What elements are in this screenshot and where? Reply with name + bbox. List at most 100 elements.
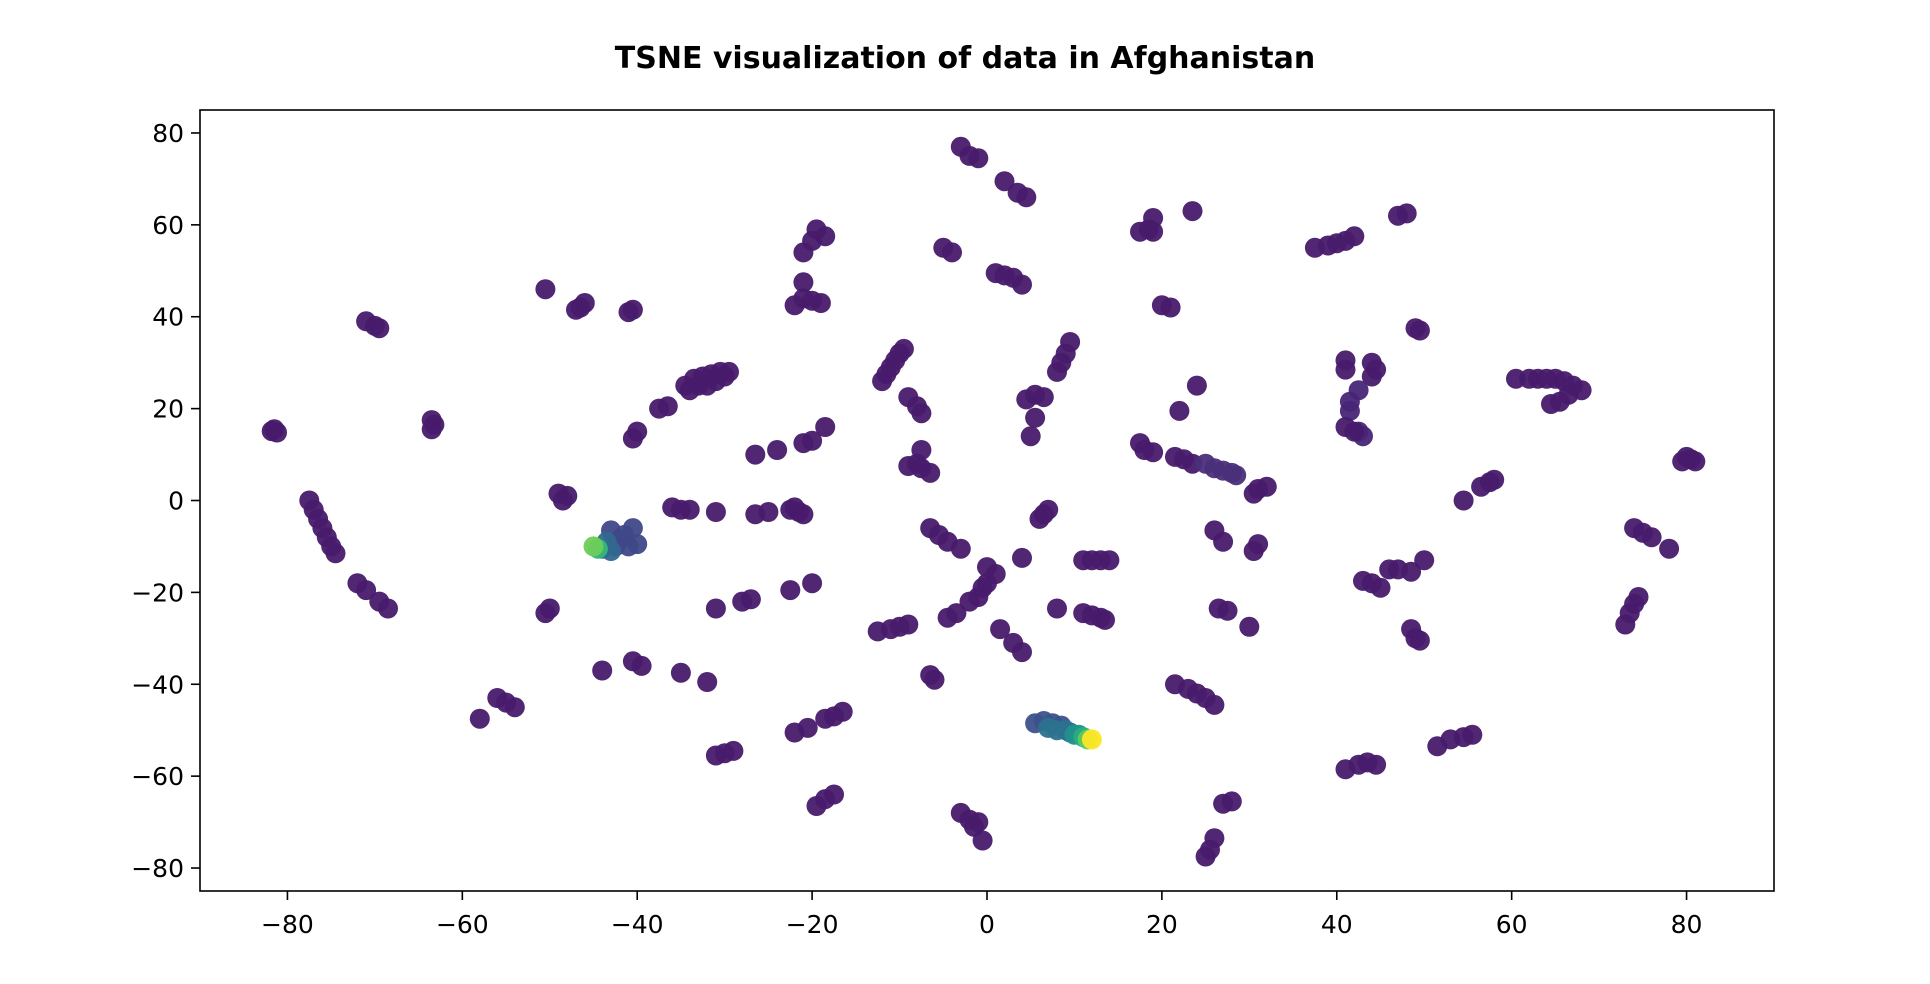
data-point [924, 669, 945, 690]
data-point [570, 297, 591, 318]
data-point [1217, 600, 1238, 621]
data-point [369, 318, 390, 339]
data-point [1256, 476, 1277, 497]
data-point [325, 543, 346, 564]
data-point [1401, 561, 1422, 582]
y-tick-label: 20 [152, 395, 184, 424]
data-point [793, 272, 814, 293]
data-point [740, 589, 761, 610]
y-tick-label: 0 [168, 487, 184, 516]
data-point [622, 518, 643, 539]
data-point [261, 421, 282, 442]
data-point [898, 614, 919, 635]
data-point [504, 697, 525, 718]
data-point [1409, 320, 1430, 341]
data-point [1348, 380, 1369, 401]
data-point [1370, 577, 1391, 598]
data-point [911, 403, 932, 424]
data-point [1641, 527, 1662, 548]
data-point [994, 171, 1015, 192]
x-tick-label: −40 [611, 910, 664, 939]
data-point [1060, 332, 1081, 352]
chart-title: TSNE visualization of data in Afghanista… [615, 41, 1315, 76]
data-point [1099, 550, 1120, 571]
data-point [1016, 187, 1037, 208]
data-point [1204, 694, 1225, 715]
x-tick-label: −60 [436, 910, 489, 939]
data-point [1361, 366, 1382, 387]
data-point [1033, 504, 1054, 525]
data-point [832, 701, 853, 722]
x-tick-label: 0 [979, 910, 995, 939]
data-point [705, 598, 726, 619]
data-point [972, 577, 993, 598]
data-point [1221, 791, 1242, 812]
data-point [1012, 274, 1032, 295]
data-point [1186, 375, 1207, 396]
y-tick-label: −60 [131, 762, 184, 791]
data-point [968, 148, 989, 169]
data-point [1366, 754, 1387, 775]
data-point [1396, 203, 1417, 224]
data-point [1143, 442, 1164, 463]
data-point [1143, 208, 1164, 228]
data-point [631, 655, 652, 676]
data-point [797, 717, 818, 738]
data-point [824, 784, 844, 805]
y-tick-label: 80 [152, 119, 184, 148]
data-point [1182, 201, 1203, 222]
y-axis: −80 −60 −40 −20 0 20 40 60 80 [131, 119, 200, 883]
data-point [583, 536, 604, 557]
data-point [780, 580, 801, 601]
data-point [539, 598, 560, 619]
points-layer [261, 136, 1706, 867]
data-point [1339, 400, 1360, 421]
data-point [946, 603, 967, 624]
data-point [679, 499, 700, 520]
data-point [1020, 426, 1041, 447]
data-point [1025, 407, 1046, 428]
data-point [1169, 400, 1190, 421]
data-point [1676, 446, 1697, 467]
y-tick-label: 40 [152, 303, 184, 332]
data-point [767, 440, 788, 460]
data-point [1248, 534, 1269, 555]
y-tick-label: −40 [131, 670, 184, 699]
x-tick-label: 80 [1671, 910, 1703, 939]
data-point [942, 242, 962, 263]
data-point [1204, 828, 1225, 849]
data-point [356, 580, 377, 601]
data-point [802, 430, 823, 451]
data-point [1462, 724, 1483, 745]
data-point [815, 417, 836, 437]
data-point [469, 708, 490, 729]
data-point [1344, 421, 1365, 442]
data-point [1453, 490, 1474, 511]
data-point [1081, 729, 1102, 750]
data-point [985, 564, 1006, 584]
data-point [723, 740, 744, 761]
data-point [657, 396, 678, 417]
data-point [592, 660, 613, 681]
data-point [1195, 453, 1216, 474]
y-tick-label: −20 [131, 578, 184, 607]
data-point [972, 830, 993, 851]
x-tick-label: −80 [261, 910, 314, 939]
data-point [714, 366, 735, 387]
data-point [1160, 297, 1181, 318]
data-point [968, 812, 989, 833]
data-point [1414, 550, 1435, 571]
data-point [1409, 630, 1430, 651]
x-axis: −80 −60 −40 −20 0 20 40 60 80 [261, 891, 1702, 939]
data-point [911, 440, 932, 460]
data-point [758, 502, 779, 522]
x-tick-label: −20 [786, 910, 839, 939]
data-point [1659, 538, 1680, 559]
data-point [745, 444, 766, 465]
data-point [1239, 616, 1260, 637]
data-point [535, 279, 556, 300]
data-point [705, 502, 726, 522]
data-point [950, 538, 971, 559]
data-point [1628, 587, 1649, 607]
